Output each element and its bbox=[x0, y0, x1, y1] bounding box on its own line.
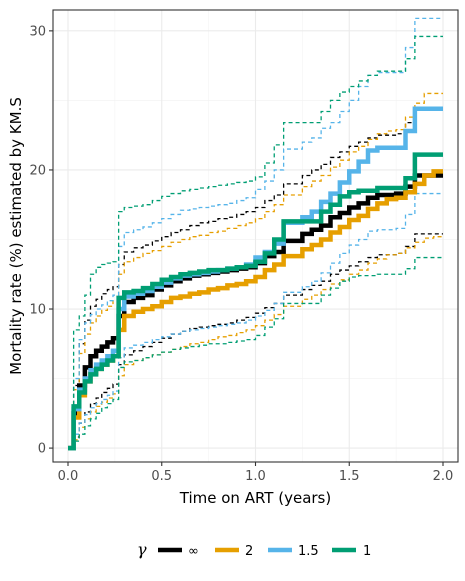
y-axis-title: Mortality rate (%) estimated by KM.S bbox=[7, 97, 25, 375]
ci-lower-line-series-3 bbox=[68, 192, 443, 449]
grid-lines bbox=[53, 10, 458, 462]
y-tick-label: 30 bbox=[29, 24, 46, 39]
ci-upper-line-series-1 bbox=[68, 109, 443, 449]
estimate-line-series-4 bbox=[68, 152, 443, 451]
x-tick-label: 1.5 bbox=[339, 469, 360, 484]
legend: γ ∞ 2 1.5 1 bbox=[137, 540, 371, 559]
y-tick-label: 10 bbox=[29, 303, 46, 318]
legend-title: γ bbox=[137, 540, 147, 559]
ci-upper-line-series-2 bbox=[68, 92, 443, 449]
legend-label-series-2: 2 bbox=[245, 544, 253, 559]
x-tick-label: 1.0 bbox=[245, 469, 266, 484]
legend-label-series-3: 1.5 bbox=[298, 544, 319, 559]
axes: 0.0 0.5 1.0 1.5 2.0 0 10 20 30 bbox=[29, 24, 453, 484]
y-tick-label: 0 bbox=[38, 442, 46, 457]
ci-lower-line-series-2 bbox=[68, 236, 443, 449]
ci-lower-line-series-1 bbox=[68, 233, 443, 449]
legend-label-series-1: ∞ bbox=[188, 544, 199, 559]
ci-upper-line-series-3 bbox=[68, 17, 443, 449]
x-tick-label: 2.0 bbox=[433, 469, 454, 484]
x-tick-label: 0.5 bbox=[151, 469, 172, 484]
x-tick-label: 0.0 bbox=[58, 469, 79, 484]
y-tick-label: 20 bbox=[29, 163, 46, 178]
series-lines bbox=[68, 17, 443, 451]
legend-label-series-4: 1 bbox=[363, 544, 371, 559]
x-axis-title: Time on ART (years) bbox=[179, 489, 331, 507]
ci-lower-line-series-4 bbox=[68, 256, 443, 449]
